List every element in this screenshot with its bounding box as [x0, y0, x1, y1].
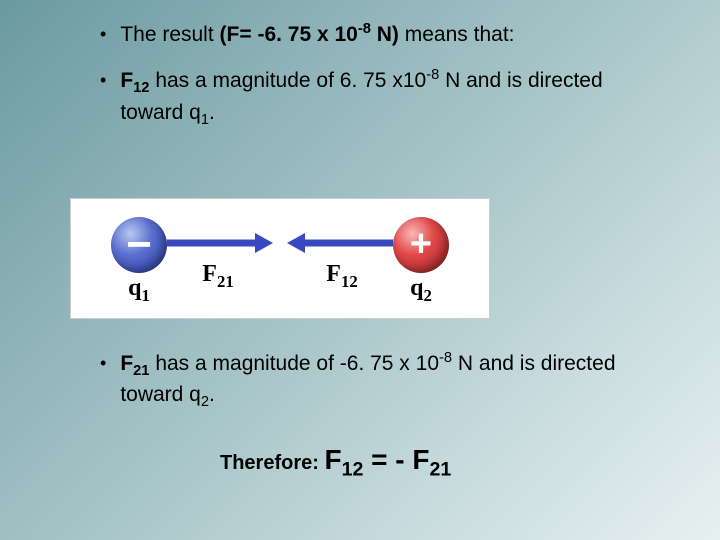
subscript: 12	[133, 80, 149, 96]
exponent: -8	[439, 350, 452, 366]
slide-content-lower: • F21 has a magnitude of -6. 75 x 10-8 N…	[0, 349, 720, 502]
subscript: 2	[201, 394, 209, 410]
subscript: 21	[430, 459, 452, 481]
bullet-3: • F21 has a magnitude of -6. 75 x 10-8 N…	[60, 349, 660, 413]
q1-label: q1	[128, 275, 150, 306]
text: has a magnitude of 6. 75 x10	[149, 69, 426, 92]
text: F	[324, 444, 341, 475]
equation: F12 = - F21	[324, 444, 451, 475]
text: The result	[120, 23, 219, 46]
diagram-row: − q1 F21 F12	[85, 217, 475, 306]
text: (F= -6. 75 x 10	[220, 23, 358, 46]
slide-content: • The result (F= -6. 75 x 10-8 N) means …	[0, 0, 720, 168]
bullet-3-text: F21 has a magnitude of -6. 75 x 10-8 N a…	[120, 349, 660, 413]
force-diagram: − q1 F21 F12	[70, 198, 490, 319]
exponent: -8	[426, 67, 439, 83]
f21-label: F21	[202, 261, 233, 292]
text: has a magnitude of -6. 75 x 10	[149, 352, 439, 375]
arrow-left-icon	[287, 231, 397, 255]
text: q	[128, 275, 141, 301]
text: F	[202, 261, 217, 287]
text: F	[120, 352, 133, 375]
text: = -	[363, 444, 412, 475]
bullet-dot: •	[100, 349, 106, 377]
subscript: 1	[201, 112, 209, 128]
text: q	[410, 275, 423, 301]
text: .	[209, 101, 215, 124]
subscript: 1	[141, 286, 149, 305]
subscript: 2	[423, 286, 431, 305]
subscript: 21	[217, 272, 234, 291]
charge-q1-group: − q1	[111, 217, 167, 306]
charge-q2-group: + q2	[393, 217, 449, 306]
f12-label: F12	[326, 261, 357, 292]
negative-charge: −	[111, 217, 167, 273]
text: F	[412, 444, 429, 475]
text: F	[326, 261, 341, 287]
plus-icon: +	[410, 223, 432, 266]
therefore-label: Therefore:	[220, 452, 324, 474]
bullet-1: • The result (F= -6. 75 x 10-8 N) means …	[60, 20, 660, 48]
arrow-f12-group: F12	[287, 231, 397, 292]
subscript: 12	[341, 272, 358, 291]
bullet-1-text: The result (F= -6. 75 x 10-8 N) means th…	[120, 20, 660, 48]
arrow-right-icon	[163, 231, 273, 255]
bullet-2: • F12 has a magnitude of 6. 75 x10-8 N a…	[60, 66, 660, 130]
q2-label: q2	[410, 275, 432, 306]
arrow-f21-group: F21	[163, 231, 273, 292]
text: F	[120, 69, 133, 92]
positive-charge: +	[393, 217, 449, 273]
bullet-dot: •	[100, 66, 106, 94]
subscript: 21	[133, 363, 149, 379]
exponent: -8	[358, 21, 371, 37]
therefore-line: Therefore: F12 = - F21	[220, 444, 660, 482]
bullet-dot: •	[100, 20, 106, 48]
text: N)	[371, 23, 399, 46]
minus-icon: −	[126, 232, 152, 258]
text: .	[209, 383, 215, 406]
subscript: 12	[342, 459, 364, 481]
bullet-2-text: F12 has a magnitude of 6. 75 x10-8 N and…	[120, 66, 660, 130]
text: means that:	[399, 23, 515, 46]
